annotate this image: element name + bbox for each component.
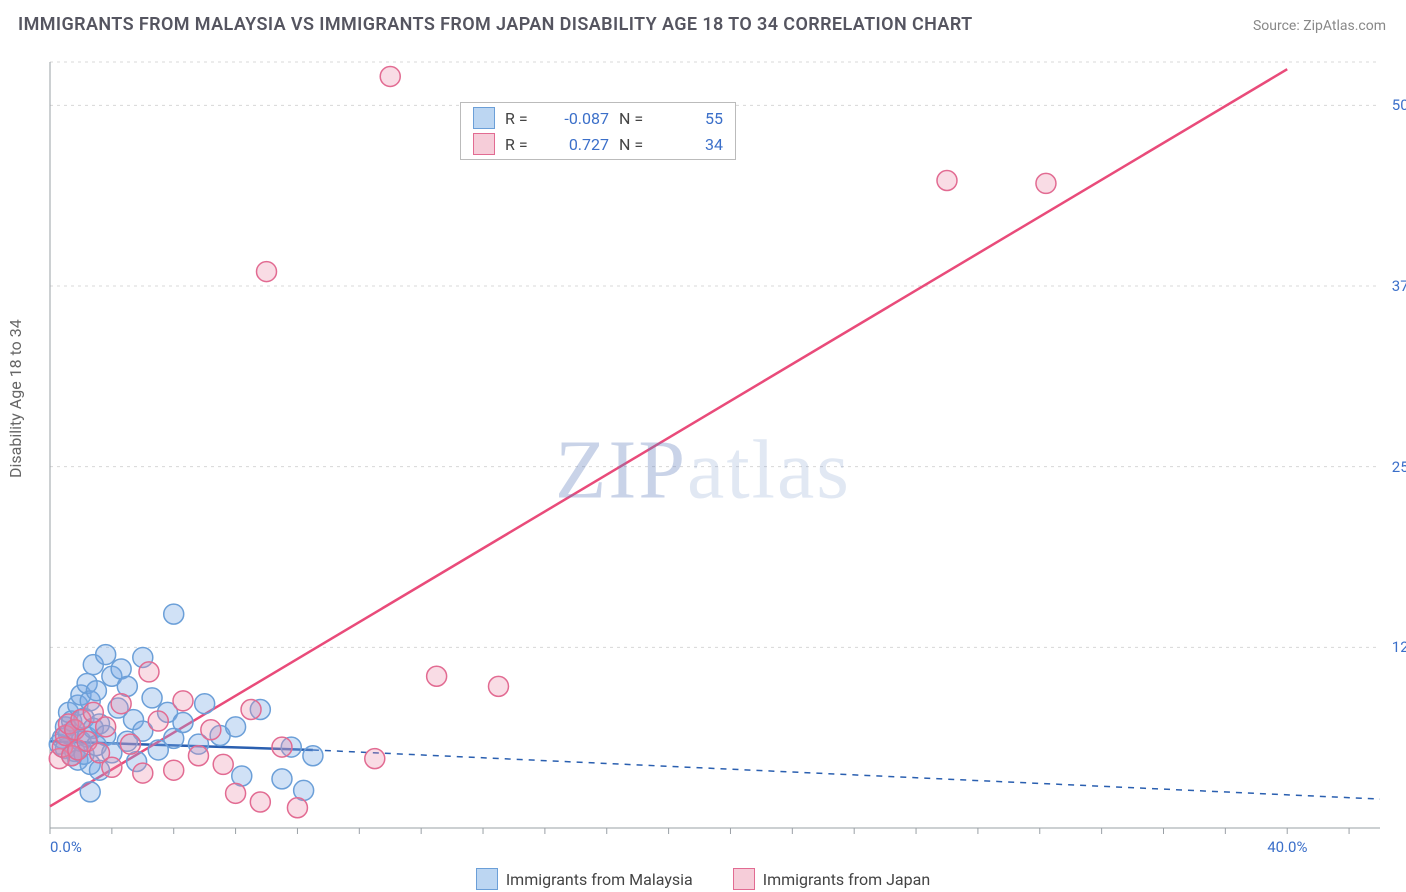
swatch-malaysia bbox=[476, 868, 498, 890]
n-label: N = bbox=[619, 135, 653, 154]
x-tick-label: 40.0% bbox=[1267, 838, 1307, 856]
legend-label-japan: Immigrants from Japan bbox=[763, 870, 930, 889]
legend-item-malaysia: Immigrants from Malaysia bbox=[476, 868, 693, 890]
series-legend: Immigrants from Malaysia Immigrants from… bbox=[0, 868, 1406, 890]
correlation-scatter-chart bbox=[0, 48, 1406, 892]
source-link[interactable]: ZipAtlas.com bbox=[1303, 18, 1386, 34]
x-tick-label: 0.0% bbox=[50, 838, 82, 856]
r-value-malaysia: -0.087 bbox=[549, 109, 609, 128]
y-axis-label: Disability Age 18 to 34 bbox=[6, 319, 25, 478]
y-tick-label: 37.5% bbox=[1372, 277, 1406, 295]
swatch-malaysia bbox=[473, 107, 495, 129]
legend-item-japan: Immigrants from Japan bbox=[733, 868, 930, 890]
legend-label-malaysia: Immigrants from Malaysia bbox=[506, 870, 693, 889]
y-tick-label: 50.0% bbox=[1372, 96, 1406, 114]
y-tick-label: 12.5% bbox=[1372, 638, 1406, 656]
n-value-malaysia: 55 bbox=[663, 109, 723, 128]
swatch-japan bbox=[473, 133, 495, 155]
chart-container: Disability Age 18 to 34 ZIPatlas R = -0.… bbox=[0, 48, 1406, 892]
r-label: R = bbox=[505, 135, 539, 154]
source-attribution: Source: ZipAtlas.com bbox=[1253, 18, 1386, 34]
stats-legend: R = -0.087 N = 55 R = 0.727 N = 34 bbox=[460, 102, 736, 160]
source-prefix: Source: bbox=[1253, 18, 1303, 34]
chart-title: IMMIGRANTS FROM MALAYSIA VS IMMIGRANTS F… bbox=[18, 14, 973, 35]
stats-legend-row-malaysia: R = -0.087 N = 55 bbox=[461, 105, 735, 131]
n-value-japan: 34 bbox=[663, 135, 723, 154]
r-value-japan: 0.727 bbox=[549, 135, 609, 154]
swatch-japan bbox=[733, 868, 755, 890]
n-label: N = bbox=[619, 109, 653, 128]
r-label: R = bbox=[505, 109, 539, 128]
y-tick-label: 25.0% bbox=[1372, 458, 1406, 476]
stats-legend-row-japan: R = 0.727 N = 34 bbox=[461, 131, 735, 157]
